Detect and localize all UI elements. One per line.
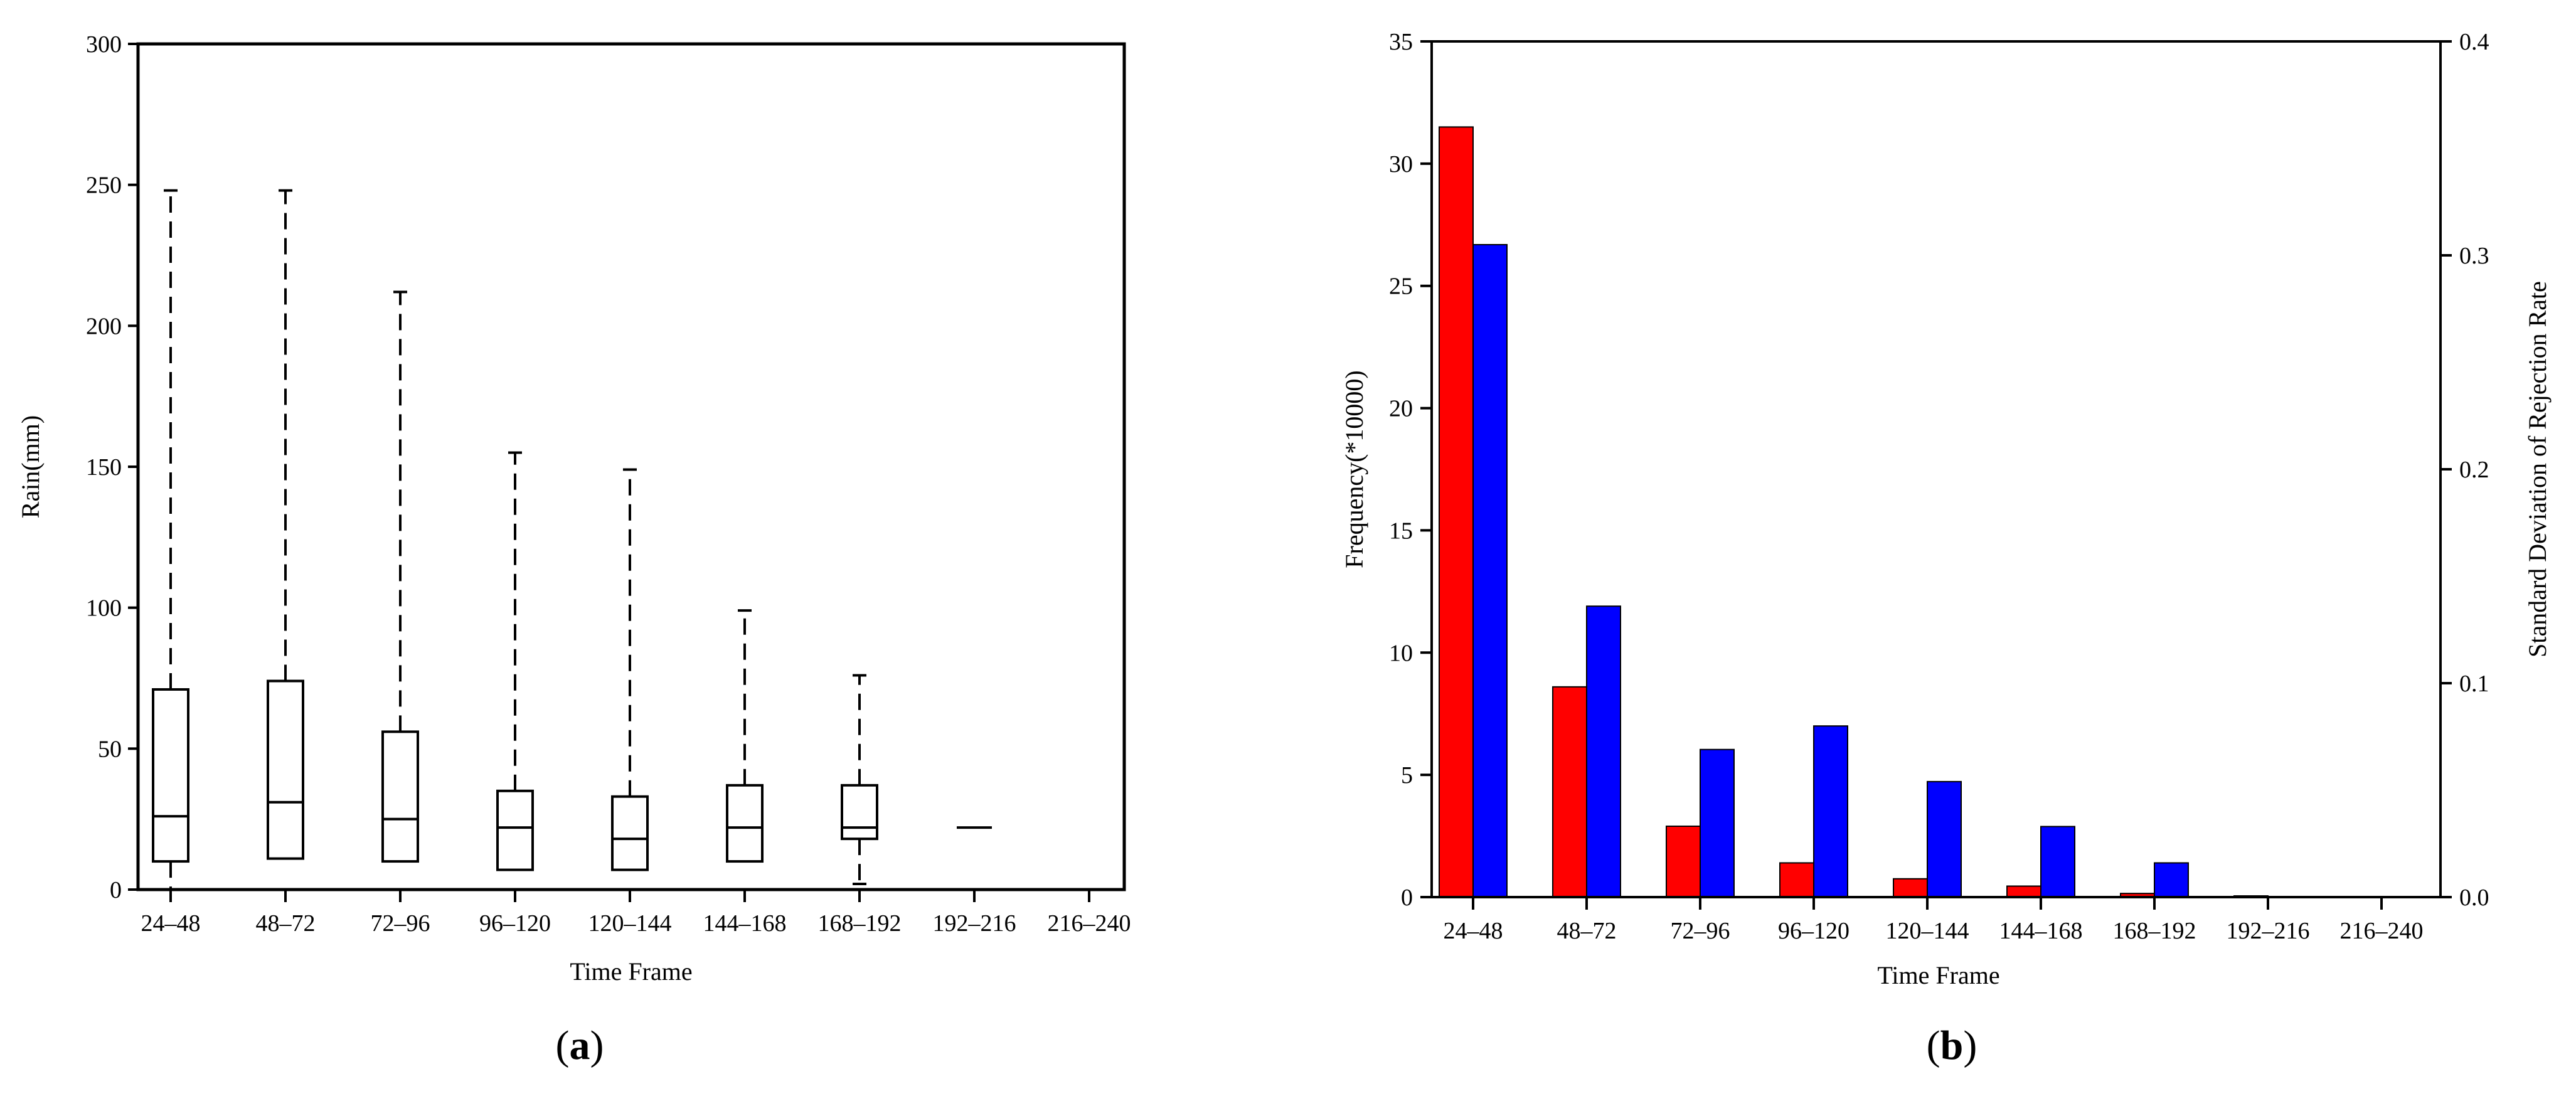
panel-a-box-plot: 0 50 100 150 200 250 300 24–48 48–72 72–96 96–120… — [16, 31, 1131, 1068]
panel-b-bar-blue — [1927, 780, 1962, 898]
panel-b-y2tick-label: 0.1 — [2459, 671, 2489, 697]
panel-a-x-axis: 24–48 48–72 72–96 96–120 120–144 144–168 168–1… — [141, 890, 1131, 937]
panel-a-xtick-label: 192–216 — [933, 910, 1016, 937]
box-iqr — [267, 679, 304, 860]
panel-a-y-axis: 0 50 100 150 200 250 300 — [86, 31, 138, 903]
panel-b-caption: (b) — [1927, 1023, 1977, 1068]
box-iqr — [496, 789, 534, 871]
panel-a-xtick-label: 24–48 — [141, 910, 201, 937]
panel-a-ylabel: Rain(mm) — [16, 415, 45, 518]
panel-b-bar-red — [1779, 862, 1814, 898]
panel-b-y2tick-label: 0.3 — [2459, 243, 2489, 269]
box-iqr — [611, 795, 649, 871]
panel-b-xtick-label: 96–120 — [1778, 918, 1850, 944]
panel-b-y2tick-label: 0.0 — [2459, 885, 2489, 911]
panel-a-ytick-label: 200 — [86, 313, 122, 339]
panel-a-boxes — [152, 189, 992, 891]
panel-a-ytick-label: 300 — [86, 31, 122, 58]
panel-b-bar-blue — [2040, 826, 2075, 898]
panel-a-caption: (a) — [556, 1023, 604, 1068]
panel-a-ytick-label: 0 — [110, 877, 122, 903]
panel-b-bar-blue — [1586, 605, 1621, 898]
panel-b-ytick-label: 20 — [1389, 396, 1413, 422]
panel-a-ytick-label: 50 — [98, 736, 122, 762]
panel-a-box-6 — [726, 609, 764, 863]
box-iqr — [381, 730, 419, 863]
panel-b-ytick-label: 35 — [1389, 29, 1413, 55]
panel-a-ytick-label: 150 — [86, 454, 122, 481]
panel-a-xtick-label: 48–72 — [256, 910, 316, 937]
box-iqr — [726, 784, 764, 863]
panel-b-bar-red — [1439, 126, 1474, 898]
panel-b-bar-chart: 0 5 10 15 20 25 30 35 0.0 0.1 0.2 0.3 0.4 24–48 48–7… — [1340, 29, 2552, 1068]
panel-b-xtick-label: 72–96 — [1671, 918, 1730, 944]
panel-b-bar-red — [1666, 825, 1701, 898]
panel-b-xtick-label: 144–168 — [1999, 918, 2083, 944]
panel-a-box-3 — [381, 290, 419, 863]
panel-a-xtick-label: 216–240 — [1048, 910, 1131, 937]
panel-b-bar-red — [1893, 878, 1928, 898]
panel-b-label: b — [1940, 1023, 1964, 1068]
panel-b-ytick-label: 10 — [1389, 640, 1413, 666]
panel-a-xlabel: Time Frame — [570, 957, 692, 986]
panel-a-box-2 — [267, 189, 304, 860]
panel-a-xtick-label: 96–120 — [479, 910, 551, 937]
panel-b-bar-red — [1552, 686, 1587, 898]
panel-b-xlabel: Time Frame — [1877, 961, 1999, 989]
panel-b-ytick-label: 5 — [1401, 762, 1413, 789]
panel-b-ytick-label: 15 — [1389, 518, 1413, 544]
panel-b-y2label: Standard Deviation of Rejection Rate — [2523, 281, 2552, 657]
panel-a-box-1 — [152, 189, 189, 891]
panel-b-bar-blue — [1472, 243, 1508, 898]
panel-b-xtick-label: 24–48 — [1444, 918, 1503, 944]
panel-b-xtick-label: 48–72 — [1557, 918, 1617, 944]
panel-b-left-y-axis: 0 5 10 15 20 25 30 35 — [1389, 29, 1432, 911]
panel-b-ytick-label: 0 — [1401, 885, 1413, 911]
panel-a-box-7 — [841, 674, 878, 886]
panel-b-bar-blue — [1700, 748, 1735, 898]
panel-a-xtick-label: 72–96 — [371, 910, 430, 937]
panel-b-y2tick-label: 0.2 — [2459, 457, 2489, 483]
panel-b-xtick-label: 120–144 — [1886, 918, 1969, 944]
box-iqr — [152, 688, 189, 863]
panel-b-y2tick-label: 0.4 — [2459, 29, 2489, 55]
panel-a-label: a — [570, 1023, 590, 1068]
panel-a-box-5 — [611, 468, 649, 871]
panel-b-ytick-label: 25 — [1389, 274, 1413, 300]
panel-a-xtick-label: 120–144 — [588, 910, 672, 937]
box-iqr — [841, 784, 878, 841]
panel-b-xtick-label: 216–240 — [2340, 918, 2424, 944]
panel-a-box-4 — [496, 451, 534, 871]
panel-b-bars — [1439, 126, 2269, 898]
panel-a-xtick-label: 144–168 — [703, 910, 787, 937]
panel-b-ytick-label: 30 — [1389, 151, 1413, 178]
panel-b-bar-blue — [2154, 862, 2189, 898]
panel-a-ytick-label: 250 — [86, 173, 122, 199]
panel-b-x-axis: 24–48 48–72 72–96 96–120 120–144 144–168 168–1… — [1444, 897, 2424, 944]
panel-a-ytick-label: 100 — [86, 595, 122, 622]
panel-b-right-y-axis: 0.0 0.1 0.2 0.3 0.4 — [2440, 29, 2489, 911]
panel-b-bar-blue — [1813, 725, 1848, 898]
panel-a-xtick-label: 168–192 — [818, 910, 902, 937]
panel-b-ylabel: Frequency(*10000) — [1340, 370, 1368, 568]
panel-b-xtick-label: 192–216 — [2227, 918, 2310, 944]
panel-b-xtick-label: 168–192 — [2113, 918, 2196, 944]
panel-b-bar-red — [2006, 885, 2041, 898]
